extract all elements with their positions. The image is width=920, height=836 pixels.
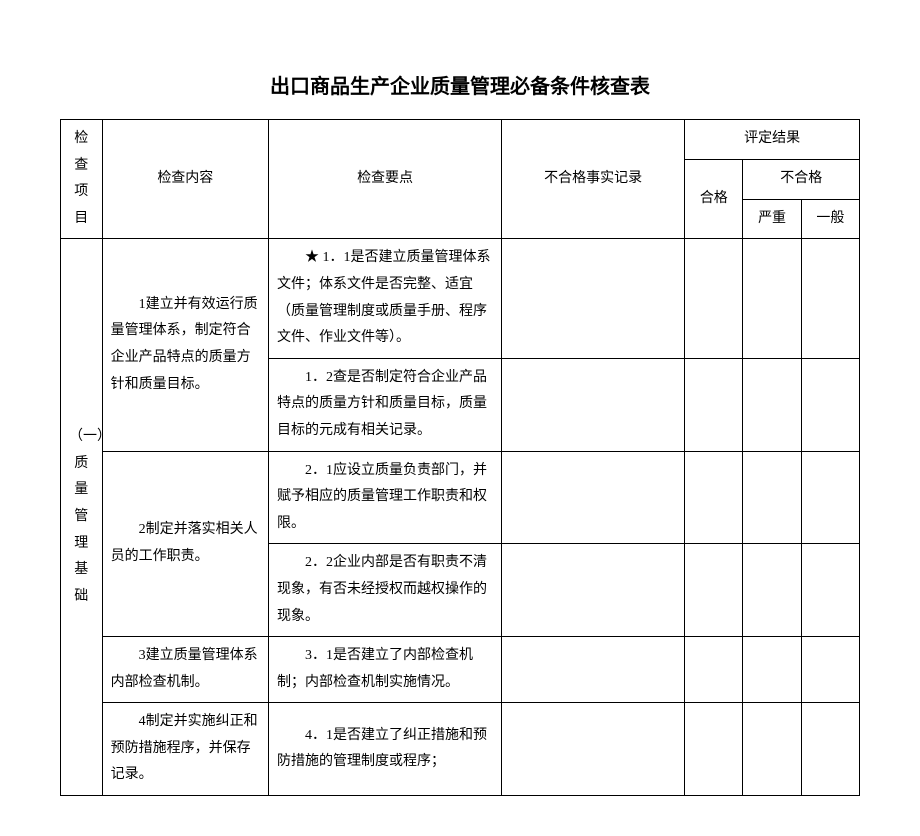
- general-cell: [801, 703, 859, 796]
- serious-cell: [743, 544, 801, 637]
- pass-cell: [685, 451, 743, 544]
- header-serious: 严重: [743, 199, 801, 239]
- points-cell: 2．1应设立质量负责部门，并赋予相应的质量管理工作职责和权限。: [269, 451, 502, 544]
- serious-cell: [743, 451, 801, 544]
- points-cell: ★ 1．1是否建立质量管理体系文件；体系文件是否完整、适宜（质量管理制度或质量手…: [269, 239, 502, 358]
- header-general: 一般: [801, 199, 859, 239]
- general-cell: [801, 451, 859, 544]
- page-title: 出口商品生产企业质量管理必备条件核查表: [60, 70, 860, 99]
- header-result: 评定结果: [685, 120, 860, 160]
- table-row: 3建立质量管理体系内部检查机制。 3．1是否建立了内部检查机制；内部检查机制实施…: [61, 637, 860, 703]
- serious-cell: [743, 637, 801, 703]
- pass-cell: [685, 358, 743, 451]
- header-points: 检查要点: [269, 120, 502, 239]
- table-row: （一） 质量 管理 基础 1建立并有效运行质量管理体系，制定符合企业产品特点的质…: [61, 239, 860, 358]
- record-cell: [502, 451, 685, 544]
- table-header-row1: 检查 项目 检查内容 检查要点 不合格事实记录 评定结果: [61, 120, 860, 160]
- header-fail: 不合格: [743, 159, 860, 199]
- content-cell: 2制定并落实相关人员的工作职责。: [102, 451, 268, 637]
- serious-cell: [743, 358, 801, 451]
- points-cell: 1．2查是否制定符合企业产品特点的质量方针和质量目标，质量目标的元成有相关记录。: [269, 358, 502, 451]
- record-cell: [502, 239, 685, 358]
- content-cell: 1建立并有效运行质量管理体系，制定符合企业产品特点的质量方针和质量目标。: [102, 239, 268, 451]
- table-row: 4制定并实施纠正和预防措施程序，并保存记录。 4．1是否建立了纠正措施和预防措施…: [61, 703, 860, 796]
- header-pass: 合格: [685, 159, 743, 239]
- points-cell: 2．2企业内部是否有职责不清现象，有否未经授权而越权操作的现象。: [269, 544, 502, 637]
- pass-cell: [685, 637, 743, 703]
- pass-cell: [685, 703, 743, 796]
- serious-cell: [743, 703, 801, 796]
- section-label: （一） 质量 管理 基础: [61, 239, 103, 796]
- header-item: 检查 项目: [61, 120, 103, 239]
- record-cell: [502, 544, 685, 637]
- header-content: 检查内容: [102, 120, 268, 239]
- content-cell: 3建立质量管理体系内部检查机制。: [102, 637, 268, 703]
- general-cell: [801, 637, 859, 703]
- record-cell: [502, 637, 685, 703]
- points-cell: 4．1是否建立了纠正措施和预防措施的管理制度或程序；: [269, 703, 502, 796]
- pass-cell: [685, 544, 743, 637]
- general-cell: [801, 358, 859, 451]
- content-cell: 4制定并实施纠正和预防措施程序，并保存记录。: [102, 703, 268, 796]
- general-cell: [801, 239, 859, 358]
- header-record: 不合格事实记录: [502, 120, 685, 239]
- general-cell: [801, 544, 859, 637]
- record-cell: [502, 703, 685, 796]
- pass-cell: [685, 239, 743, 358]
- inspection-table: 检查 项目 检查内容 检查要点 不合格事实记录 评定结果 合格 不合格 严重 一…: [60, 119, 860, 796]
- serious-cell: [743, 239, 801, 358]
- record-cell: [502, 358, 685, 451]
- points-cell: 3．1是否建立了内部检查机制；内部检查机制实施情况。: [269, 637, 502, 703]
- table-row: 2制定并落实相关人员的工作职责。 2．1应设立质量负责部门，并赋予相应的质量管理…: [61, 451, 860, 544]
